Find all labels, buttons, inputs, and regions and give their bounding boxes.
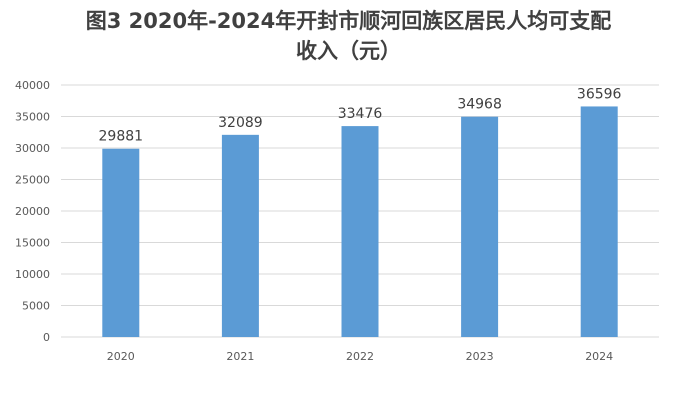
bar-2022 [341,126,379,337]
y-tick-label: 15000 [15,237,50,250]
chart-title-line-2: 收入（元） [296,39,401,63]
data-label-2023: 34968 [457,97,502,113]
data-label-2021: 32089 [218,115,263,131]
y-tick-label: 30000 [15,142,50,155]
bar-2024 [580,106,618,338]
y-tick-label: 35000 [15,111,50,124]
chart-title-line-1: 图3 2020年-2024年开封市顺河回族区居民人均可支配 [85,9,612,33]
bar-2020 [102,148,140,337]
bar-2021 [221,134,259,337]
data-label-2024: 36596 [577,86,622,102]
y-tick-label: 20000 [15,205,50,218]
bar-2023 [461,116,499,337]
chart-title: 图3 2020年-2024年开封市顺河回族区居民人均可支配 收入（元） [0,6,697,66]
y-tick-label: 25000 [15,174,50,187]
data-label-2022: 33476 [338,106,383,122]
x-tick-label: 2024 [585,350,613,363]
y-tick-label: 5000 [22,300,50,313]
x-tick-label: 2023 [466,350,494,363]
data-labels: 29881 32089 33476 34968 36596 [99,86,622,144]
y-tick-label: 10000 [15,268,50,281]
x-tick-label: 2020 [107,350,135,363]
bars [102,106,618,338]
x-tick-label: 2021 [226,350,254,363]
x-tick-label: 2022 [346,350,374,363]
x-axis-tick-labels: 2020 2021 2022 2023 2024 [107,350,613,363]
y-tick-label: 40000 [15,79,50,92]
data-label-2020: 29881 [99,129,144,145]
y-tick-label: 0 [43,331,50,344]
y-axis-tick-labels: 0 5000 10000 15000 20000 25000 30000 35000 40000 [15,79,50,344]
